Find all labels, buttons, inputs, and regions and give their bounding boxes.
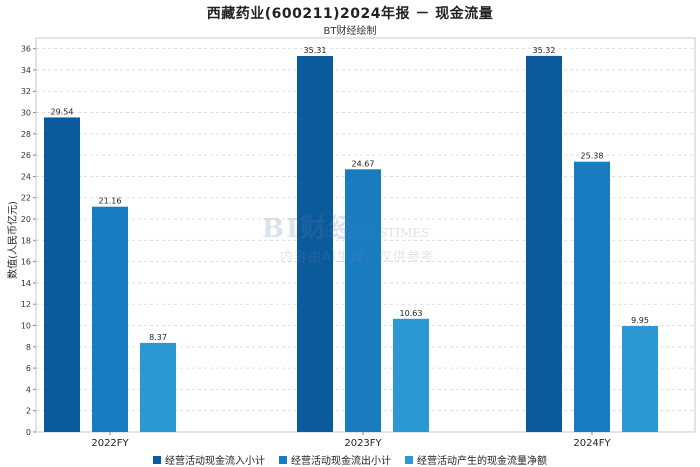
data-label: 9.95 [631, 316, 649, 325]
watermark-logo: BI财经 [262, 214, 357, 244]
legend-item: 经营活动现金流入小计 [153, 452, 265, 467]
y-tick-label: 24 [21, 172, 31, 181]
bar [140, 342, 176, 432]
y-tick-label: 30 [21, 109, 31, 118]
y-tick-label: 32 [21, 87, 31, 96]
y-tick-label: 14 [21, 279, 31, 288]
bar [345, 169, 381, 432]
bar [92, 206, 128, 432]
bar [297, 55, 333, 432]
legend-label: 经营活动现金流入小计 [165, 456, 265, 467]
bar [44, 117, 80, 433]
watermark-sub: BUSINESSTIMES [320, 226, 430, 240]
legend-swatch [405, 455, 413, 464]
x-tick-label: 2022FY [91, 438, 129, 449]
chart-subtitle: BT财经绘制 [323, 26, 377, 37]
y-tick-label: 26 [21, 151, 31, 160]
legend-item: 经营活动产生的现金流量净额 [405, 452, 547, 467]
data-label: 25.38 [581, 152, 604, 161]
y-tick-label: 20 [21, 215, 31, 224]
data-label: 10.63 [400, 309, 423, 318]
bars [44, 55, 658, 433]
legend: 经营活动现金流入小计 经营活动现金流出小计 经营活动产生的现金流量净额 [0, 452, 700, 467]
y-tick-label: 18 [21, 236, 31, 245]
legend-item: 经营活动现金流出小计 [279, 452, 391, 467]
x-tick-label: 2024FY [573, 438, 611, 449]
data-label: 24.67 [352, 159, 375, 168]
y-tick-label: 22 [21, 194, 31, 203]
y-tick-label: 2 [26, 407, 31, 416]
data-label: 35.31 [304, 46, 327, 55]
bar [393, 318, 429, 432]
watermark: BI财经 BUSINESSTIMES 内容由AI生成，仅供参考 [262, 200, 442, 270]
legend-swatch [279, 455, 287, 464]
watermark-note: 内容由AI生成，仅供参考 [280, 250, 435, 265]
data-label: 35.32 [533, 46, 556, 55]
data-label: 21.16 [99, 197, 122, 206]
y-axis-label: 数值(人民币亿元) [6, 201, 19, 279]
y-tick-label: 10 [21, 322, 31, 331]
y-tick-label: 12 [21, 300, 31, 309]
y-tick-label: 6 [26, 364, 31, 373]
bar [622, 326, 658, 432]
legend-swatch [153, 455, 161, 464]
y-tick-label: 16 [21, 258, 31, 267]
legend-label: 经营活动产生的现金流量净额 [417, 456, 547, 467]
y-tick-label: 34 [21, 66, 31, 75]
y-tick-label: 0 [26, 428, 31, 437]
bar [574, 161, 610, 432]
y-tick-label: 36 [21, 45, 31, 54]
bar [526, 55, 562, 432]
y-tick-label: 4 [26, 385, 31, 394]
legend-label: 经营活动现金流出小计 [291, 456, 391, 467]
x-tick-label: 2023FY [344, 438, 382, 449]
data-label: 8.37 [149, 333, 167, 342]
chart-title: 西藏药业(600211)2024年报 － 现金流量 [206, 6, 494, 22]
y-tick-label: 28 [21, 130, 31, 139]
data-labels: 29.54 21.16 8.37 35.31 24.67 10.63 35.32 25.38 9… [51, 46, 649, 342]
y-tick-label: 8 [26, 343, 31, 352]
data-label: 29.54 [51, 107, 74, 116]
